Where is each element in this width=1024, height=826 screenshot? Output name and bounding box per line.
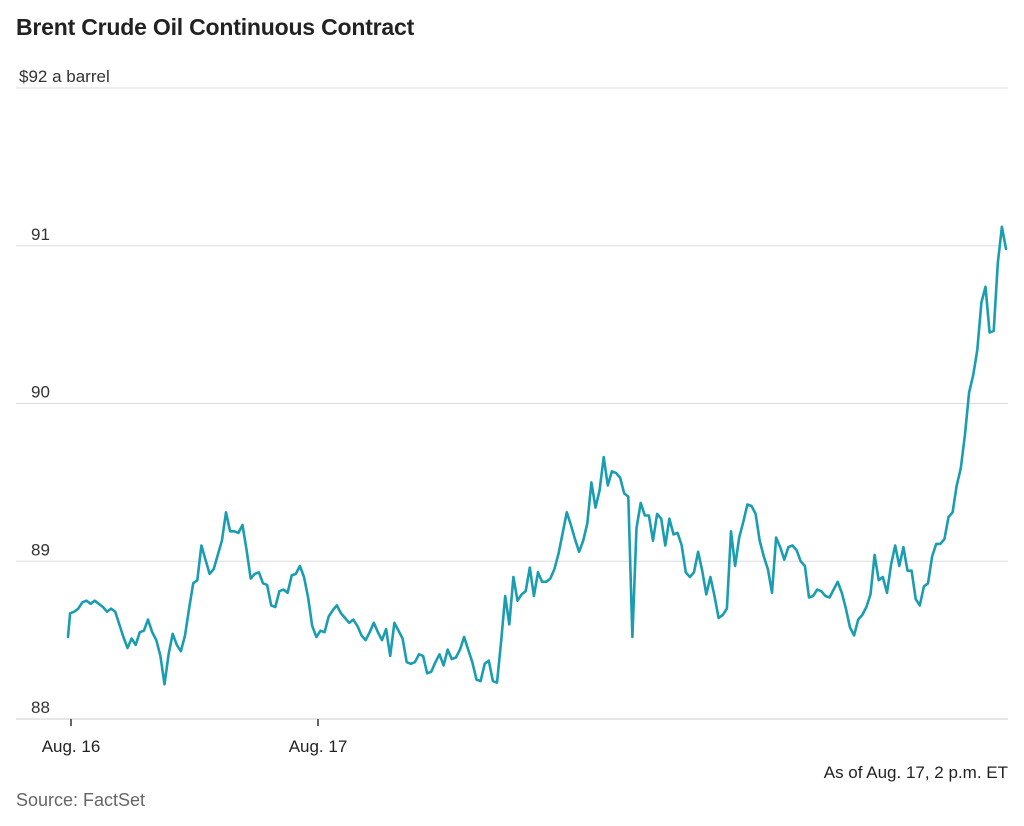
y-tick-label: 91 xyxy=(31,225,50,244)
x-tick-label: Aug. 16 xyxy=(42,737,101,756)
price-series-line xyxy=(66,225,1008,686)
x-axis-ticks: Aug. 16 Aug. 17 xyxy=(42,719,348,756)
y-axis-tick-labels: 88 89 90 91 $92 a barrel xyxy=(19,67,110,717)
source-note: Source: FactSet xyxy=(16,790,146,810)
y-tick-label: $92 a barrel xyxy=(19,67,110,86)
as-of-note: As of Aug. 17, 2 p.m. ET xyxy=(823,763,1008,782)
y-tick-label: 89 xyxy=(31,540,50,559)
y-tick-label: 90 xyxy=(31,383,50,402)
chart-title: Brent Crude Oil Continuous Contract xyxy=(16,14,415,40)
x-tick-label: Aug. 17 xyxy=(289,737,348,756)
gridlines xyxy=(16,87,1008,562)
series-layer xyxy=(66,225,1008,686)
y-tick-label: 88 xyxy=(31,698,50,717)
